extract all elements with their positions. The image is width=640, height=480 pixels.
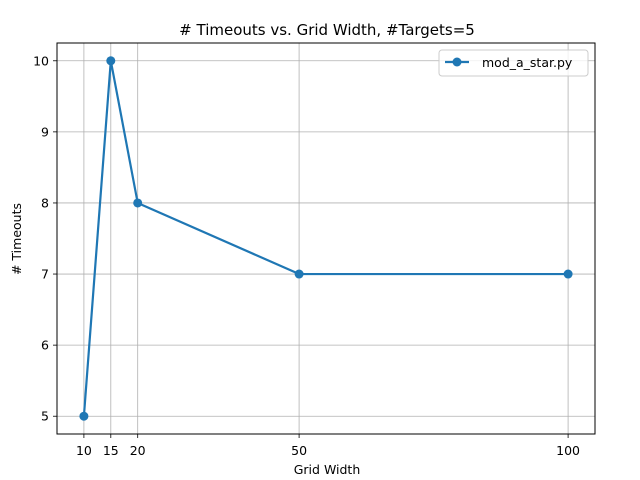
y-axis-label: # Timeouts — [9, 203, 24, 275]
grid-lines — [57, 43, 595, 434]
y-tick-label: 8 — [41, 195, 49, 210]
y-tick-label: 10 — [33, 53, 49, 68]
data-point — [106, 56, 116, 66]
x-tick-label: 50 — [291, 443, 307, 458]
x-axis: 10 15 20 50 100 — [76, 434, 580, 458]
chart-title: # Timeouts vs. Grid Width, #Targets=5 — [179, 21, 475, 39]
x-tick-label: 100 — [556, 443, 580, 458]
series-line — [82, 59, 569, 417]
plot-area-frame — [56, 42, 596, 435]
data-point — [79, 411, 89, 421]
y-tick-label: 5 — [41, 409, 49, 424]
x-tick-label: 15 — [103, 443, 119, 458]
legend-box — [438, 49, 589, 77]
y-tick-label: 6 — [41, 338, 49, 353]
data-point — [133, 198, 143, 208]
data-point — [563, 269, 573, 279]
y-tick-label: 9 — [41, 124, 49, 139]
legend: mod_a_star.py — [438, 49, 589, 77]
x-tick-label: 20 — [130, 443, 146, 458]
y-axis: 5 6 7 8 9 10 — [33, 53, 57, 424]
series-layer — [79, 56, 573, 421]
x-axis-label: Grid Width — [294, 462, 361, 477]
x-tick-label: 10 — [76, 443, 92, 458]
legend-marker-swatch — [452, 57, 462, 67]
data-point — [294, 269, 304, 279]
y-tick-label: 7 — [41, 267, 49, 282]
legend-label: mod_a_star.py — [482, 55, 573, 70]
